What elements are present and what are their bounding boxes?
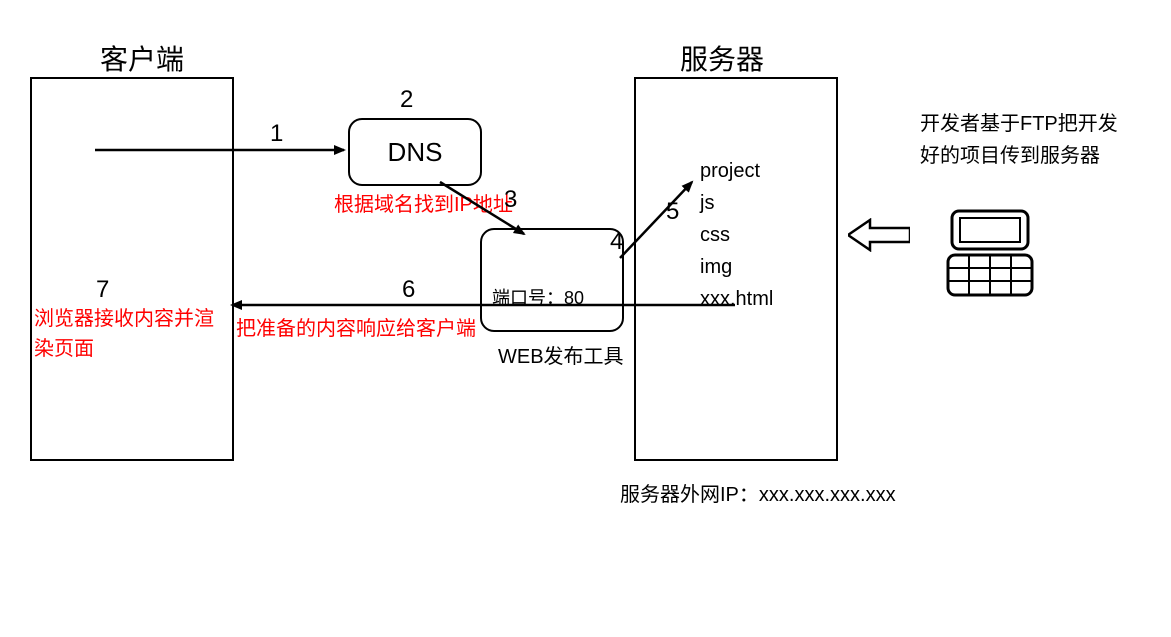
- left-arrow-icon: [848, 218, 910, 257]
- step-5: 5: [666, 198, 679, 226]
- step6-caption: 把准备的内容响应给客户端: [236, 312, 476, 341]
- port-label: 端口号：80: [492, 284, 584, 310]
- web-tool-box: 端口号：80: [480, 228, 624, 332]
- dns-label: DNS: [388, 137, 443, 168]
- server-file-project: project: [700, 155, 773, 187]
- dns-caption: 根据域名找到IP地址: [334, 188, 513, 217]
- web-tool-caption: WEB发布工具: [498, 340, 624, 369]
- server-ip-label: 服务器外网IP：xxx.xxx.xxx.xxx: [620, 478, 896, 507]
- developer-note-line2: 好的项目传到服务器: [920, 140, 1118, 172]
- laptop-icon: [940, 205, 1040, 310]
- step-1: 1: [270, 120, 283, 148]
- server-file-html: xxx.html: [700, 283, 773, 315]
- step-3: 3: [504, 186, 517, 214]
- server-file-css: css: [700, 219, 773, 251]
- server-file-js: js: [700, 187, 773, 219]
- diagram-canvas: 客户端 服务器 project js css img xxx.html 服务器外…: [0, 0, 1171, 637]
- server-title: 服务器: [680, 38, 764, 78]
- step-7: 7: [96, 276, 109, 304]
- developer-note: 开发者基于FTP把开发 好的项目传到服务器: [920, 108, 1118, 172]
- step7-caption-line1: 浏览器接收内容并渲: [34, 304, 214, 334]
- step-6: 6: [402, 276, 415, 304]
- developer-note-line1: 开发者基于FTP把开发: [920, 108, 1118, 140]
- step-4: 4: [610, 228, 623, 256]
- step7-caption-line2: 染页面: [34, 334, 214, 364]
- server-file-list: project js css img xxx.html: [700, 155, 773, 315]
- step-2: 2: [400, 86, 413, 114]
- client-title: 客户端: [100, 38, 184, 78]
- dns-box: DNS: [348, 118, 482, 186]
- server-file-img: img: [700, 251, 773, 283]
- step7-caption: 浏览器接收内容并渲 染页面: [34, 304, 214, 364]
- client-box: [30, 77, 234, 461]
